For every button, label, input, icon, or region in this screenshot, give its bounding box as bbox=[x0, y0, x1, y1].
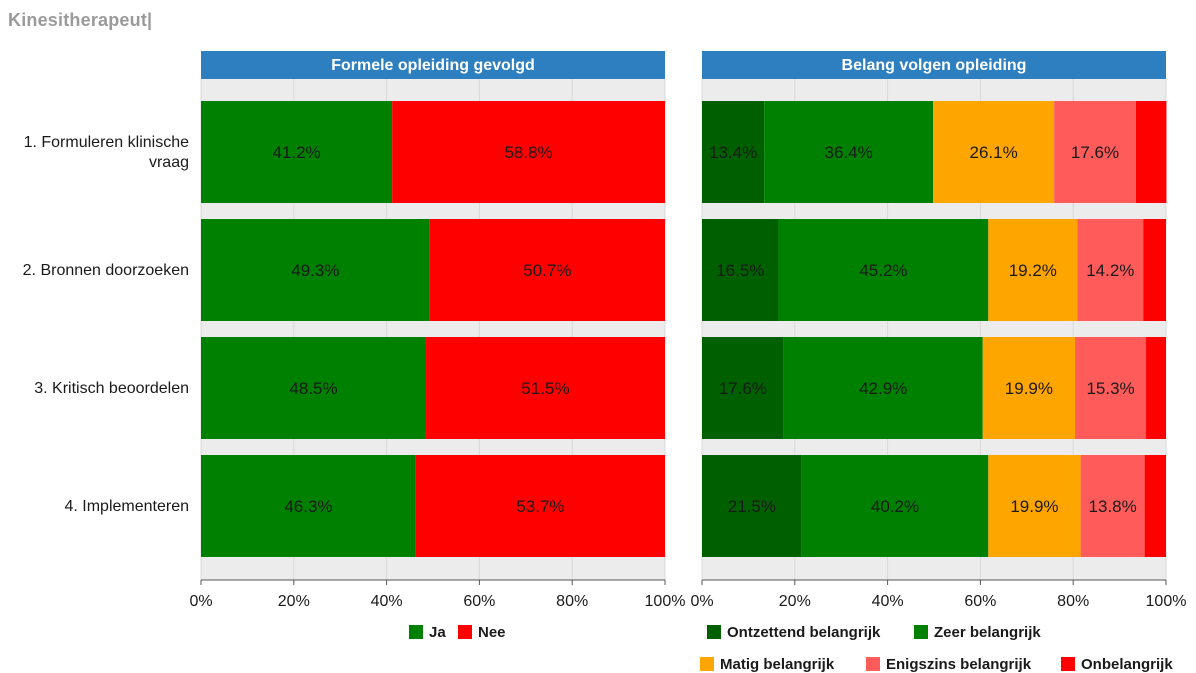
category-label: 2. Bronnen doorzoeken bbox=[23, 262, 189, 279]
bar-segment bbox=[1077, 219, 1144, 321]
legend-label: Ja bbox=[429, 624, 446, 641]
bar-segment bbox=[988, 219, 1078, 321]
data-label: 40.2% bbox=[871, 497, 919, 516]
panel-1-title: Formele opleiding gevolgd bbox=[331, 57, 535, 74]
x-tick-label: 20% bbox=[779, 593, 811, 610]
legend-swatch bbox=[707, 625, 721, 639]
bar-segment bbox=[1146, 337, 1166, 439]
data-label: 13.8% bbox=[1089, 497, 1137, 516]
data-label: 26.1% bbox=[970, 143, 1018, 162]
legend-swatch bbox=[409, 625, 423, 639]
data-label: 45.2% bbox=[859, 261, 907, 280]
bar-segment bbox=[1080, 455, 1145, 557]
bar-segment bbox=[702, 101, 765, 203]
data-label: 49.3% bbox=[291, 261, 339, 280]
x-tick-label: 60% bbox=[463, 593, 495, 610]
data-label: 14.2% bbox=[1086, 261, 1134, 280]
bar-segment bbox=[201, 455, 416, 557]
legend-swatch bbox=[700, 657, 714, 671]
x-tick-label: 100% bbox=[1146, 593, 1187, 610]
bar-segment bbox=[982, 337, 1076, 439]
x-tick-label: 40% bbox=[371, 593, 403, 610]
bar-segment bbox=[415, 455, 665, 557]
panel-1-header bbox=[201, 51, 665, 79]
bar-segment bbox=[1144, 455, 1166, 557]
bar-segment bbox=[783, 337, 983, 439]
category-label: 4. Implementeren bbox=[64, 498, 189, 515]
x-tick-label: 80% bbox=[1057, 593, 1089, 610]
category-label: vraag bbox=[149, 154, 189, 171]
data-label: 19.9% bbox=[1010, 497, 1058, 516]
legend-label: Matig belangrijk bbox=[720, 656, 835, 673]
bar-segment bbox=[778, 219, 989, 321]
x-tick-label: 60% bbox=[964, 593, 996, 610]
bar-segment bbox=[1135, 101, 1167, 203]
legend-label: Onbelangrijk bbox=[1081, 656, 1173, 673]
data-label: 53.7% bbox=[516, 497, 564, 516]
bar-segment bbox=[702, 337, 784, 439]
legend-swatch bbox=[866, 657, 880, 671]
data-label: 21.5% bbox=[728, 497, 776, 516]
x-tick-label: 100% bbox=[645, 593, 686, 610]
legend-swatch bbox=[458, 625, 472, 639]
bar-segment bbox=[201, 101, 393, 203]
bar-segment bbox=[702, 219, 779, 321]
data-label: 19.2% bbox=[1009, 261, 1057, 280]
bar-segment bbox=[392, 101, 665, 203]
bar-segment bbox=[1143, 219, 1166, 321]
x-tick-label: 20% bbox=[278, 593, 310, 610]
bar-segment bbox=[988, 455, 1081, 557]
page-title: Kinesitherapeut| bbox=[8, 10, 153, 30]
legend-swatch bbox=[914, 625, 928, 639]
legend-label: Enigszins belangrijk bbox=[886, 656, 1032, 673]
x-tick-label: 40% bbox=[872, 593, 904, 610]
panel-2-header bbox=[702, 51, 1166, 79]
category-label: 3. Kritisch beoordelen bbox=[34, 380, 189, 397]
legend-label: Nee bbox=[478, 624, 506, 641]
data-label: 51.5% bbox=[521, 379, 569, 398]
data-label: 16.5% bbox=[716, 261, 764, 280]
legend-label: Zeer belangrijk bbox=[934, 624, 1041, 641]
x-tick-label: 80% bbox=[556, 593, 588, 610]
data-label: 58.8% bbox=[504, 143, 552, 162]
bar-segment bbox=[429, 219, 665, 321]
data-label: 42.9% bbox=[859, 379, 907, 398]
legend-label: Ontzettend belangrijk bbox=[727, 624, 881, 641]
bar-segment bbox=[201, 337, 427, 439]
data-label: 19.9% bbox=[1005, 379, 1053, 398]
bar-segment bbox=[1075, 337, 1147, 439]
data-label: 46.3% bbox=[284, 497, 332, 516]
bar-segment bbox=[426, 337, 665, 439]
legend-swatch bbox=[1061, 657, 1075, 671]
panel-2-title: Belang volgen opleiding bbox=[842, 57, 1027, 74]
data-label: 17.6% bbox=[719, 379, 767, 398]
x-tick-label: 0% bbox=[189, 593, 212, 610]
data-label: 41.2% bbox=[272, 143, 320, 162]
x-tick-label: 0% bbox=[690, 593, 713, 610]
data-label: 15.3% bbox=[1086, 379, 1134, 398]
bar-segment bbox=[1054, 101, 1136, 203]
data-label: 48.5% bbox=[289, 379, 337, 398]
bar-segment bbox=[764, 101, 934, 203]
data-label: 13.4% bbox=[709, 143, 757, 162]
bar-segment bbox=[933, 101, 1055, 203]
category-label: 1. Formuleren klinische bbox=[24, 134, 190, 151]
bar-segment bbox=[702, 455, 802, 557]
data-label: 36.4% bbox=[825, 143, 873, 162]
data-label: 50.7% bbox=[523, 261, 571, 280]
bar-segment bbox=[801, 455, 989, 557]
data-label: 17.6% bbox=[1071, 143, 1119, 162]
bar-segment bbox=[201, 219, 430, 321]
